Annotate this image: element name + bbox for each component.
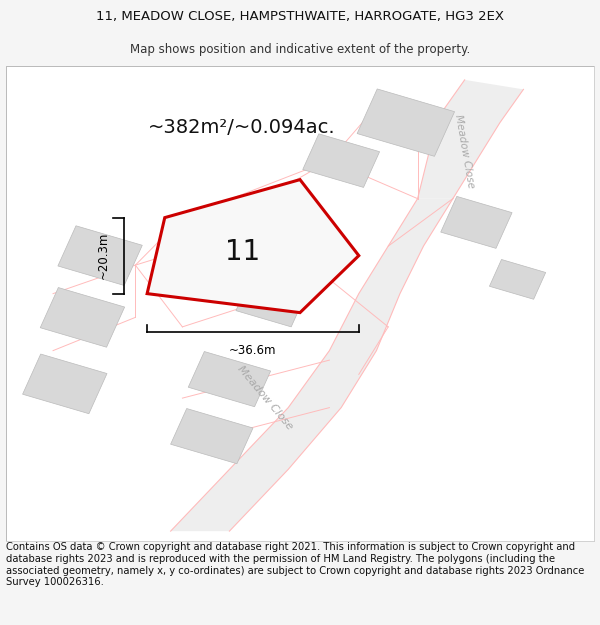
Polygon shape	[188, 351, 271, 407]
Polygon shape	[490, 259, 545, 299]
Text: ~382m²/~0.094ac.: ~382m²/~0.094ac.	[148, 118, 335, 137]
Polygon shape	[357, 89, 455, 156]
Text: Map shows position and indicative extent of the property.: Map shows position and indicative extent…	[130, 42, 470, 56]
Polygon shape	[147, 179, 359, 312]
Text: Meadow Close: Meadow Close	[453, 114, 476, 189]
Polygon shape	[236, 279, 305, 327]
Polygon shape	[418, 80, 523, 199]
Text: Contains OS data © Crown copyright and database right 2021. This information is : Contains OS data © Crown copyright and d…	[6, 542, 584, 587]
Text: Meadow Close: Meadow Close	[235, 364, 295, 432]
Polygon shape	[40, 288, 125, 348]
Text: ~36.6m: ~36.6m	[229, 344, 277, 357]
Polygon shape	[58, 226, 142, 286]
Polygon shape	[441, 196, 512, 248]
Text: 11, MEADOW CLOSE, HAMPSTHWAITE, HARROGATE, HG3 2EX: 11, MEADOW CLOSE, HAMPSTHWAITE, HARROGAT…	[96, 10, 504, 23]
Polygon shape	[23, 354, 107, 414]
Polygon shape	[303, 134, 380, 188]
Text: 11: 11	[225, 238, 260, 266]
Polygon shape	[170, 199, 453, 531]
Text: ~20.3m: ~20.3m	[97, 232, 110, 279]
Polygon shape	[170, 409, 253, 464]
Polygon shape	[218, 232, 287, 279]
